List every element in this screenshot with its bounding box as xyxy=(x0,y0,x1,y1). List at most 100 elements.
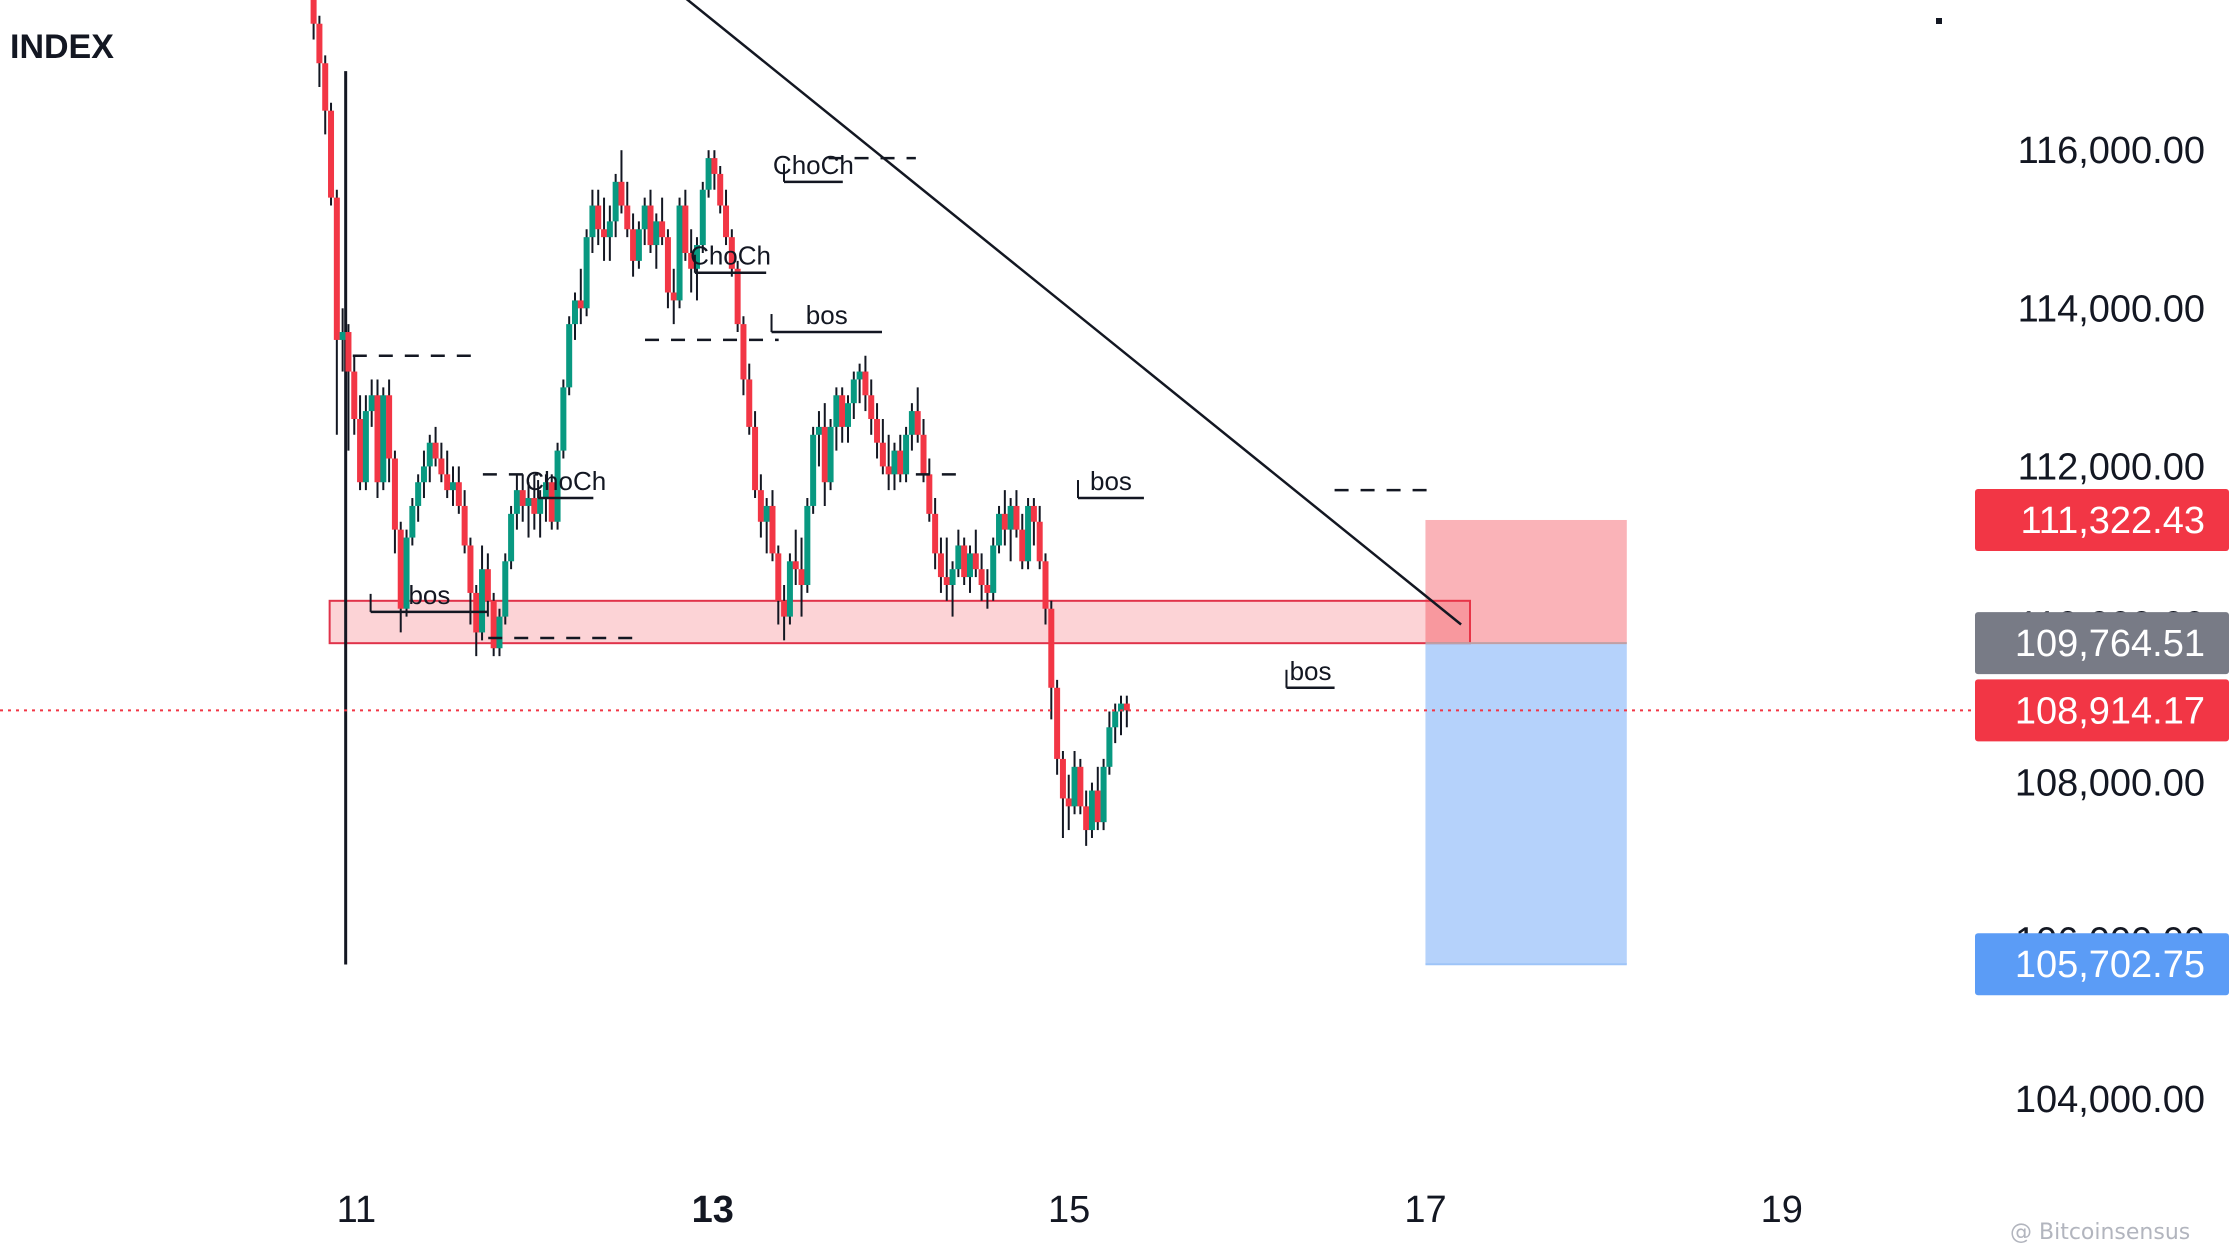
watermark: @ Bitcoinsensus xyxy=(2010,1220,2191,1245)
price-badge-label-last: 108,914.17 xyxy=(2015,690,2205,732)
candle-body xyxy=(752,426,759,491)
candle-body xyxy=(1036,521,1043,562)
candle-body xyxy=(380,395,387,483)
candle-body xyxy=(322,63,329,111)
candle-body xyxy=(740,324,747,380)
candle-body xyxy=(856,371,863,380)
candle-body xyxy=(403,537,410,609)
bos-label: bos xyxy=(1090,466,1132,496)
choch-label: ChoCh xyxy=(690,241,771,271)
candle-body xyxy=(943,577,950,585)
candle-body xyxy=(310,0,317,24)
candle-body xyxy=(571,300,578,325)
candle-body xyxy=(583,237,590,309)
candle-body xyxy=(391,458,398,530)
candle-body xyxy=(664,237,671,293)
candle-body xyxy=(949,569,956,585)
candle-body xyxy=(746,379,753,427)
candle-body xyxy=(781,600,788,617)
candle-body xyxy=(839,395,846,427)
candle-body xyxy=(734,268,741,325)
candle-body xyxy=(862,371,869,396)
candle-body xyxy=(1083,806,1090,831)
candle-body xyxy=(345,332,352,372)
candle-body xyxy=(647,205,654,246)
price-badge-target xyxy=(1975,933,2229,996)
candle-body xyxy=(531,498,538,514)
candle-body xyxy=(1054,687,1061,759)
candle-body xyxy=(612,181,619,222)
candle-body xyxy=(804,505,811,585)
choch-label: ChoCh xyxy=(773,150,854,180)
candle-body xyxy=(728,237,735,269)
candle-body xyxy=(757,490,764,522)
price-badge-label-target: 105,702.75 xyxy=(2015,944,2205,986)
take-profit-area xyxy=(1425,643,1627,965)
candle-body xyxy=(937,553,944,578)
candle-body xyxy=(850,379,857,404)
x-tick-label: 19 xyxy=(1761,1189,1803,1231)
candle-body xyxy=(624,205,631,230)
y-tick-label: 116,000.00 xyxy=(2018,130,2205,172)
candle-body xyxy=(926,474,933,514)
candle-body xyxy=(328,110,335,198)
price-badge-stop xyxy=(1975,488,2229,551)
candle-body xyxy=(659,221,666,238)
candle-body xyxy=(775,553,782,601)
candle-body xyxy=(450,482,457,491)
candle-body xyxy=(537,498,544,514)
candle-body xyxy=(914,411,921,435)
candle-body xyxy=(362,411,369,483)
candle-body xyxy=(932,513,939,554)
candle-body xyxy=(577,300,584,309)
candle-body xyxy=(711,158,718,174)
candle-body xyxy=(513,490,520,514)
candle-body xyxy=(339,332,346,340)
candle-body xyxy=(1065,798,1072,807)
candle-body xyxy=(630,229,637,261)
candle-body xyxy=(670,292,677,301)
candle-body xyxy=(1123,703,1130,711)
candle-body xyxy=(432,442,439,459)
candle-body xyxy=(792,561,799,570)
candle-body xyxy=(1100,766,1107,823)
candle-body xyxy=(508,513,515,562)
candle-body xyxy=(903,434,910,475)
x-tick-label: 13 xyxy=(692,1189,734,1231)
candle-body xyxy=(606,221,613,238)
candle-body xyxy=(496,616,503,649)
candle-body xyxy=(554,450,561,522)
y-tick-label: 114,000.00 xyxy=(2018,288,2205,330)
candle-body xyxy=(618,181,625,206)
more-menu-icon[interactable] xyxy=(1936,18,1942,24)
candle-body xyxy=(1106,727,1113,767)
candle-body xyxy=(699,189,706,246)
candle-body xyxy=(461,505,468,546)
candle-body xyxy=(653,221,660,246)
candle-body xyxy=(1118,703,1125,712)
candle-body xyxy=(827,426,834,483)
y-tick-label: 104,000.00 xyxy=(2015,1079,2205,1121)
candle-body xyxy=(589,205,596,238)
bos-label: bos xyxy=(408,580,450,610)
candle-body xyxy=(635,229,642,261)
price-badge-label-entry: 109,764.51 xyxy=(2015,623,2205,665)
candle-body xyxy=(717,173,724,206)
price-badge-entry xyxy=(1975,612,2229,675)
candle-body xyxy=(601,229,608,238)
candle-body xyxy=(763,505,770,522)
candle-body xyxy=(1088,790,1095,831)
candle-body xyxy=(333,197,340,340)
candle-body xyxy=(1094,790,1101,823)
candle-body xyxy=(374,395,381,483)
candle-body xyxy=(868,395,875,419)
candle-body xyxy=(484,569,491,601)
candle-body xyxy=(821,426,828,483)
candle-body xyxy=(920,434,927,475)
supply-zone xyxy=(328,599,1471,645)
candle-body xyxy=(885,466,892,475)
bos-label: bos xyxy=(806,300,848,330)
trendline xyxy=(685,0,1462,626)
candle-body xyxy=(444,474,451,491)
